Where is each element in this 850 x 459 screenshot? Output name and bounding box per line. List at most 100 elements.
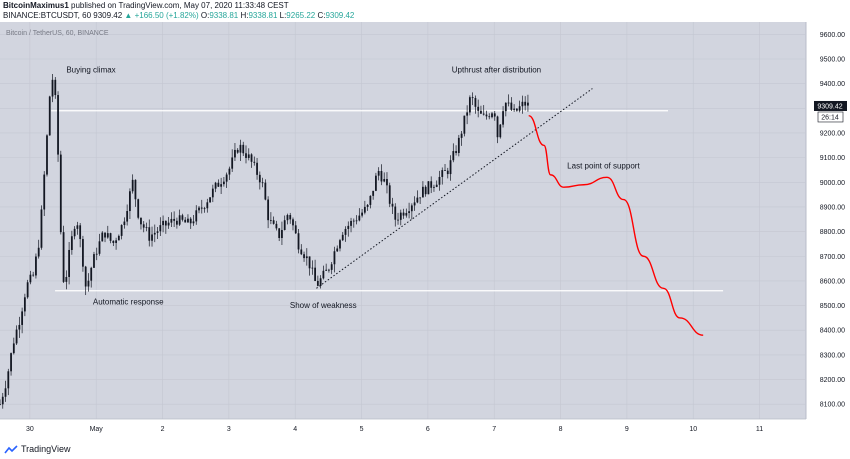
candle-body (394, 206, 397, 220)
candle-body (283, 220, 286, 231)
candle-body (292, 219, 294, 226)
candle-body (499, 124, 502, 138)
candle-body (366, 204, 369, 207)
y-tick-label: 9100.00 (820, 155, 845, 162)
candle-body (228, 168, 231, 175)
candle-body (37, 247, 40, 257)
candle-body (173, 218, 176, 221)
candle-body (480, 110, 482, 114)
candle-body (502, 111, 504, 125)
candle-body (189, 218, 192, 224)
x-tick-label: 6 (426, 426, 430, 433)
candle-body (314, 267, 317, 281)
author-name[interactable]: BitcoinMaximus1 (3, 1, 69, 10)
y-tick-label: 8600.00 (820, 278, 845, 285)
candle-body (430, 181, 433, 188)
y-tick-label: 9000.00 (820, 180, 845, 187)
x-tick-label: 3 (227, 426, 231, 433)
candle-body (347, 225, 350, 229)
price-axis[interactable] (806, 22, 850, 419)
candle-body (258, 174, 261, 183)
candle-body (449, 160, 452, 175)
price-chart[interactable]: 8100.00 8200.00 8300.00 8400.00 8500.00 8600.… (0, 22, 850, 441)
candle-body (300, 249, 303, 255)
candle-body (51, 79, 54, 97)
candle-body (234, 149, 236, 158)
candle-body (200, 207, 203, 209)
plot-area[interactable] (0, 22, 806, 419)
symbol-info: BINANCE:BTCUSDT, 60 9309.42 ▲ +166.50 (+… (3, 11, 354, 20)
annotation-label: Automatic response (93, 297, 164, 306)
candle-body (117, 235, 120, 241)
candle-body (435, 184, 438, 187)
candle-body (424, 186, 427, 195)
candle-body (444, 170, 446, 171)
tradingview-icon (4, 444, 18, 453)
candle-body (62, 232, 65, 282)
candle-body (148, 227, 151, 241)
candle-body (57, 95, 59, 155)
candle-body (350, 220, 352, 226)
current-price-label: 9309.42 (817, 103, 842, 110)
candle-body (1, 396, 4, 405)
candle-body (275, 223, 278, 229)
candle-body (104, 232, 106, 238)
candle-body (319, 278, 322, 286)
price-change: +166.50 (+1.82%) (134, 11, 199, 20)
y-axis-labels: 8100.00 8200.00 8300.00 8400.00 8500.00 8600.… (820, 32, 845, 409)
candle-body (159, 225, 162, 232)
candle-body (40, 209, 43, 248)
candle-body (416, 197, 419, 203)
candle-body (510, 102, 513, 110)
candle-body (308, 256, 311, 269)
last-price: 9309.42 (93, 11, 123, 20)
candle-body (164, 220, 167, 226)
candle-body (383, 179, 386, 182)
annotation-label: Last point of support (567, 162, 640, 171)
candle-body (59, 154, 62, 233)
candle-body (184, 219, 187, 223)
candle-body (402, 212, 405, 216)
candle-body (427, 181, 430, 195)
candle-body (26, 282, 29, 298)
current-price-marker: 9309.42 26:14 (814, 100, 847, 123)
published-text: published on TradingView.com, May 07, 20… (71, 1, 289, 10)
y-tick-label: 9500.00 (820, 56, 845, 63)
annotation-label: Upthrust after distribution (452, 66, 541, 75)
candle-body (377, 171, 380, 176)
tradingview-logo[interactable]: TradingView (4, 444, 71, 454)
candle-body (518, 106, 521, 111)
close-value: 9309.42 (325, 11, 355, 20)
candle-body (29, 274, 32, 283)
candle-body (463, 115, 466, 134)
candle-body (21, 311, 24, 325)
candle-body (82, 239, 84, 267)
candle-body (410, 205, 413, 212)
candle-body (43, 174, 46, 210)
candle-body (245, 153, 247, 158)
candle-body (485, 114, 488, 117)
candle-body (140, 217, 142, 225)
high-label: H: (240, 11, 249, 20)
candle-body (206, 202, 209, 209)
horizontal-levels (51, 110, 724, 292)
candle-body (513, 108, 516, 110)
candle-body (471, 97, 474, 99)
candle-body (408, 211, 410, 214)
candle-body (129, 191, 131, 212)
candle-body (222, 181, 225, 185)
open-value: 9338.81 (209, 11, 239, 20)
candle-body (289, 215, 292, 220)
candle-body (231, 157, 234, 169)
candle-body (15, 329, 18, 344)
candle-body (341, 234, 344, 241)
candle-body (35, 256, 37, 276)
candles (0, 73, 529, 409)
candle-body (242, 144, 245, 154)
candle-body (515, 108, 518, 111)
y-tick-label: 8400.00 (820, 328, 845, 335)
candle-body (137, 199, 140, 218)
candle-body (101, 232, 104, 242)
candle-body (491, 113, 493, 118)
countdown-label: 26:14 (821, 114, 839, 121)
